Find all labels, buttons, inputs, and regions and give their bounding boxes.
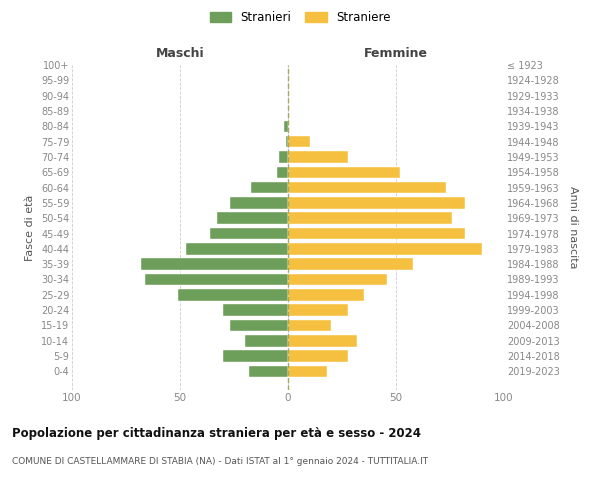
Text: Popolazione per cittadinanza straniera per età e sesso - 2024: Popolazione per cittadinanza straniera p… — [12, 428, 421, 440]
Bar — [286, 136, 288, 147]
Bar — [141, 258, 288, 270]
Y-axis label: Fasce di età: Fasce di età — [25, 194, 35, 260]
Legend: Stranieri, Straniere: Stranieri, Straniere — [209, 11, 391, 24]
Bar — [277, 166, 288, 178]
Bar — [288, 320, 331, 331]
Bar — [288, 350, 349, 362]
Text: COMUNE DI CASTELLAMMARE DI STABIA (NA) - Dati ISTAT al 1° gennaio 2024 - TUTTITA: COMUNE DI CASTELLAMMARE DI STABIA (NA) -… — [12, 458, 428, 466]
Bar — [187, 243, 288, 254]
Bar — [251, 182, 288, 194]
Bar — [288, 366, 327, 377]
Bar — [288, 304, 349, 316]
Text: Maschi: Maschi — [155, 47, 205, 60]
Bar — [178, 289, 288, 300]
Bar — [230, 320, 288, 331]
Bar — [288, 335, 357, 346]
Bar — [223, 304, 288, 316]
Bar — [223, 350, 288, 362]
Bar — [288, 136, 310, 147]
Bar — [284, 120, 288, 132]
Bar — [288, 289, 364, 300]
Bar — [245, 335, 288, 346]
Bar — [217, 212, 288, 224]
Bar — [249, 366, 288, 377]
Bar — [145, 274, 288, 285]
Bar — [288, 151, 349, 162]
Y-axis label: Anni di nascita: Anni di nascita — [568, 186, 578, 269]
Bar — [288, 182, 446, 194]
Bar — [288, 274, 388, 285]
Bar — [288, 212, 452, 224]
Bar — [288, 228, 465, 239]
Bar — [288, 197, 465, 208]
Bar — [288, 258, 413, 270]
Bar — [210, 228, 288, 239]
Text: Femmine: Femmine — [364, 47, 428, 60]
Bar — [280, 151, 288, 162]
Bar — [230, 197, 288, 208]
Bar — [288, 166, 400, 178]
Bar — [288, 243, 482, 254]
